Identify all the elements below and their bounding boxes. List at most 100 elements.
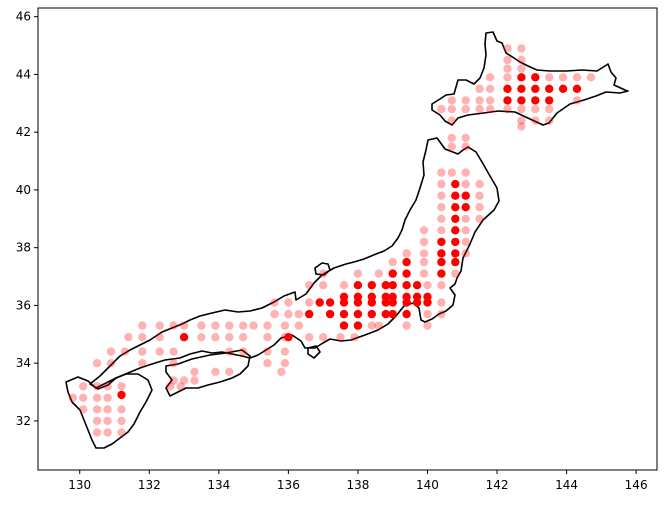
faint-point-86 <box>239 321 248 330</box>
faint-point-30 <box>531 116 540 125</box>
faint-point-131 <box>92 382 102 391</box>
faint-point-69 <box>437 281 446 290</box>
faint-point-106 <box>336 333 345 342</box>
faint-point-100 <box>225 333 234 342</box>
faint-point-16 <box>475 96 484 105</box>
faint-point-116 <box>280 347 290 356</box>
solid-point-22 <box>451 249 460 258</box>
faint-point-9 <box>558 73 568 82</box>
faint-point-38 <box>447 168 456 177</box>
honshu-outline <box>89 137 500 390</box>
faint-point-70 <box>270 298 279 307</box>
faint-point-62 <box>374 269 383 278</box>
solid-point-33 <box>402 281 411 290</box>
y-tick-label: 42 <box>16 125 31 139</box>
awaji-island-outline <box>307 345 321 359</box>
faint-point-133 <box>117 382 126 391</box>
faint-point-27 <box>545 104 554 114</box>
faint-point-123 <box>190 367 199 376</box>
faint-point-5 <box>517 64 526 73</box>
faint-point-121 <box>263 359 272 368</box>
solid-point-63 <box>284 333 293 342</box>
faint-point-128 <box>179 376 189 385</box>
x-tick-label: 140 <box>416 478 439 492</box>
faint-point-55 <box>402 249 411 258</box>
faint-point-28 <box>447 116 456 125</box>
faint-point-8 <box>545 73 554 82</box>
faint-point-23 <box>485 104 495 114</box>
solid-point-49 <box>388 298 397 307</box>
faint-point-73 <box>437 298 446 307</box>
faint-point-99 <box>211 333 220 342</box>
solid-point-0 <box>517 73 526 82</box>
faint-point-19 <box>437 104 446 114</box>
faint-point-144 <box>92 416 102 426</box>
solid-point-44 <box>325 298 335 307</box>
faint-point-18 <box>572 96 582 105</box>
solid-point-56 <box>353 309 363 319</box>
faint-point-105 <box>319 333 328 342</box>
faint-point-36 <box>461 142 470 151</box>
faint-point-132 <box>103 382 112 391</box>
faint-point-113 <box>225 347 234 356</box>
solid-point-5 <box>545 84 554 94</box>
x-tick-label: 142 <box>486 478 509 492</box>
faint-point-91 <box>367 321 376 330</box>
y-tick-label: 34 <box>16 356 31 370</box>
solid-point-15 <box>451 203 460 212</box>
faint-point-88 <box>263 321 272 330</box>
faint-point-114 <box>239 347 248 356</box>
faint-point-143 <box>117 405 126 414</box>
faint-point-50 <box>419 226 429 235</box>
faint-point-118 <box>106 359 116 368</box>
faint-point-35 <box>447 142 456 151</box>
solid-point-52 <box>423 298 432 307</box>
sado-island-outline <box>314 262 331 276</box>
faint-point-20 <box>447 104 456 114</box>
solid-point-14 <box>461 191 470 200</box>
faint-point-140 <box>79 405 88 414</box>
faint-point-25 <box>517 104 526 114</box>
faint-point-137 <box>92 393 102 402</box>
faint-point-48 <box>461 214 470 223</box>
y-tick-label: 36 <box>16 298 31 312</box>
faint-point-12 <box>475 84 484 94</box>
solid-point-51 <box>412 298 422 307</box>
faint-point-17 <box>485 96 495 105</box>
faint-point-125 <box>225 367 234 376</box>
solid-point-3 <box>517 84 526 94</box>
faint-point-10 <box>572 73 582 82</box>
faint-point-108 <box>106 347 116 356</box>
faint-point-146 <box>117 416 126 426</box>
solid-point-18 <box>451 226 460 235</box>
faint-point-81 <box>169 321 178 330</box>
solid-point-32 <box>388 281 397 290</box>
y-tick-label: 46 <box>16 10 31 24</box>
solid-point-16 <box>461 203 470 212</box>
faint-point-60 <box>319 269 328 278</box>
solid-point-58 <box>381 309 390 319</box>
faint-point-59 <box>419 257 429 267</box>
solid-point-13 <box>451 191 460 200</box>
faint-point-135 <box>176 382 185 391</box>
faint-point-61 <box>353 269 363 278</box>
faint-point-76 <box>294 309 303 319</box>
faint-point-90 <box>294 321 303 330</box>
faint-point-109 <box>120 347 130 356</box>
faint-point-11 <box>586 73 596 82</box>
faint-point-34 <box>461 133 470 143</box>
faint-point-79 <box>138 321 147 330</box>
faint-point-78 <box>437 309 446 319</box>
plot-points <box>68 44 596 437</box>
faint-point-85 <box>225 321 234 330</box>
faint-point-115 <box>263 347 272 356</box>
faint-point-126 <box>277 367 286 376</box>
faint-point-110 <box>138 347 147 356</box>
faint-point-98 <box>197 333 206 342</box>
faint-point-134 <box>165 382 175 391</box>
solid-point-31 <box>381 281 390 290</box>
faint-point-83 <box>197 321 206 330</box>
faint-point-58 <box>388 257 397 267</box>
faint-point-0 <box>503 44 512 53</box>
x-tick-label: 138 <box>346 478 369 492</box>
